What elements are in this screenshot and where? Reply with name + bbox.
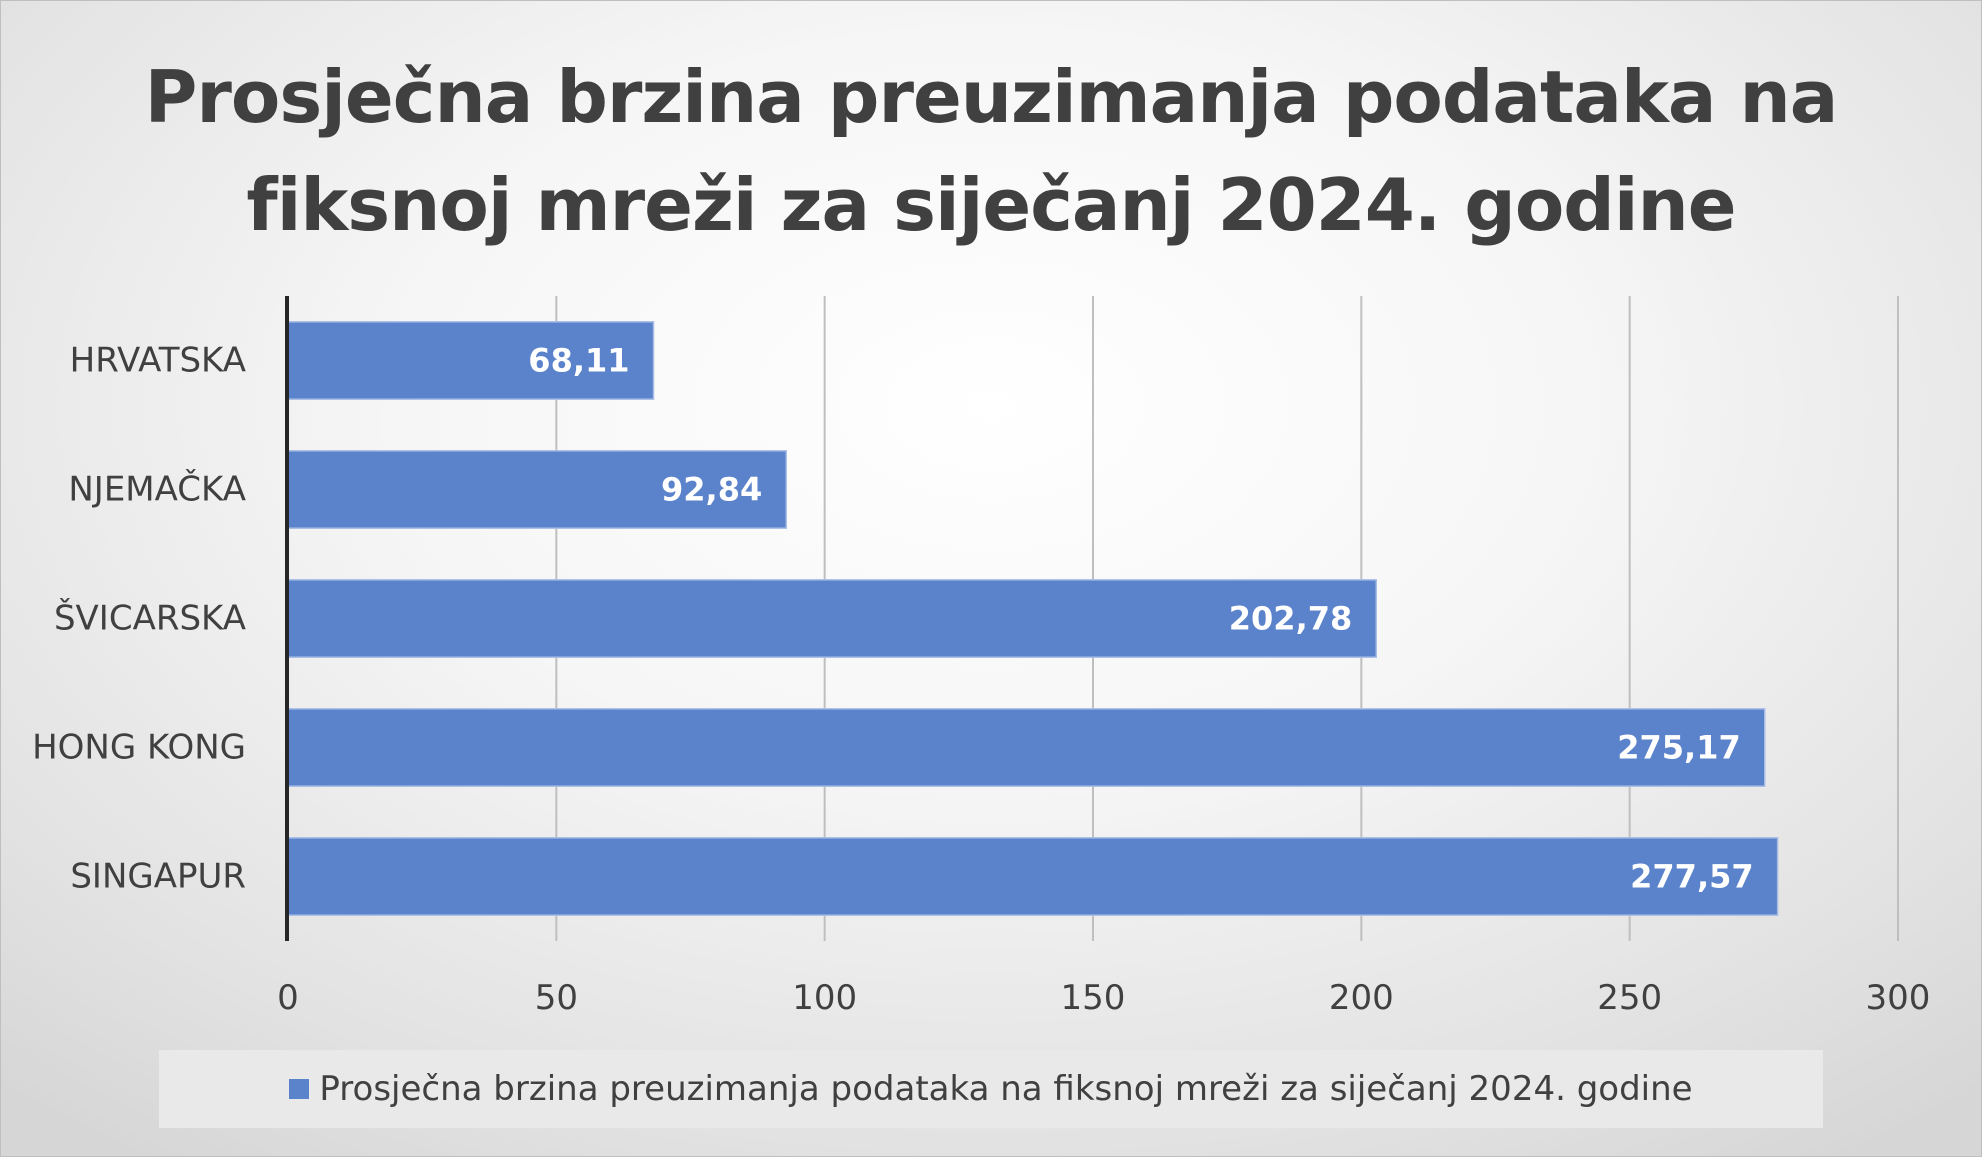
data-label: 68,11 bbox=[528, 342, 629, 380]
legend-swatch bbox=[289, 1079, 310, 1099]
x-tick-label: 200 bbox=[1329, 978, 1394, 1018]
category-label: HRVATSKA bbox=[70, 341, 246, 381]
x-tick-label: 150 bbox=[1061, 978, 1126, 1018]
legend-label: Prosječna brzina preuzimanja podataka na… bbox=[319, 1069, 1693, 1109]
legend: Prosječna brzina preuzimanja podataka na… bbox=[159, 1050, 1823, 1128]
category-label: ŠVICARSKA bbox=[54, 598, 246, 639]
category-label: HONG KONG bbox=[32, 728, 246, 768]
category-label: SINGAPUR bbox=[70, 857, 246, 897]
x-tick-label: 100 bbox=[792, 978, 857, 1018]
bar bbox=[287, 321, 655, 400]
bar bbox=[287, 450, 787, 529]
data-label: 277,57 bbox=[1630, 858, 1753, 896]
data-label: 92,84 bbox=[661, 471, 762, 509]
data-label: 275,17 bbox=[1617, 729, 1740, 767]
chart-title: Prosječna brzina preuzimanja podataka na… bbox=[144, 55, 1839, 247]
x-tick-label: 50 bbox=[535, 978, 578, 1018]
x-tick-label: 250 bbox=[1597, 978, 1662, 1018]
category-label: NJEMAČKA bbox=[68, 469, 246, 510]
bar bbox=[287, 579, 1378, 658]
x-tick-label: 0 bbox=[277, 978, 299, 1018]
x-tick-label: 300 bbox=[1866, 978, 1931, 1018]
bar bbox=[287, 708, 1766, 787]
bar bbox=[287, 837, 1779, 916]
data-label: 202,78 bbox=[1229, 600, 1352, 638]
